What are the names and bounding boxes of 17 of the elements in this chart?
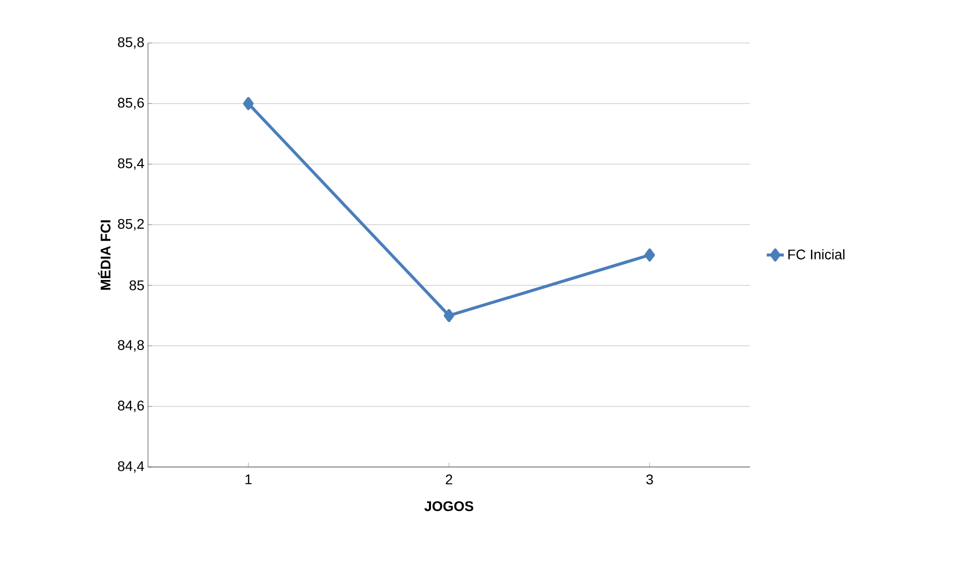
y-tick-label: 85 (130, 280, 144, 290)
point (644, 248, 655, 262)
y-axis-title: MÉDIA FCI (98, 220, 110, 290)
y-tick-label: 85,2 (118, 218, 144, 230)
y-tick-label: 84,8 (118, 340, 144, 352)
legend-label: FC Inicial (788, 249, 844, 260)
point (444, 309, 454, 322)
y-tick-label: 84,4 (118, 461, 144, 473)
x-tick-label: 3 (646, 474, 653, 484)
x-tick-label: 2 (446, 474, 452, 484)
y-tick-label: 85,6 (118, 98, 144, 110)
y-tick-label: 84,6 (118, 400, 144, 412)
y-tick-label: 85,8 (118, 37, 144, 49)
y-tick-label: 85,4 (118, 158, 144, 170)
x-tick-label: 1 (246, 474, 252, 484)
point (243, 97, 254, 110)
x-axis-title: JOGOS (424, 501, 474, 512)
